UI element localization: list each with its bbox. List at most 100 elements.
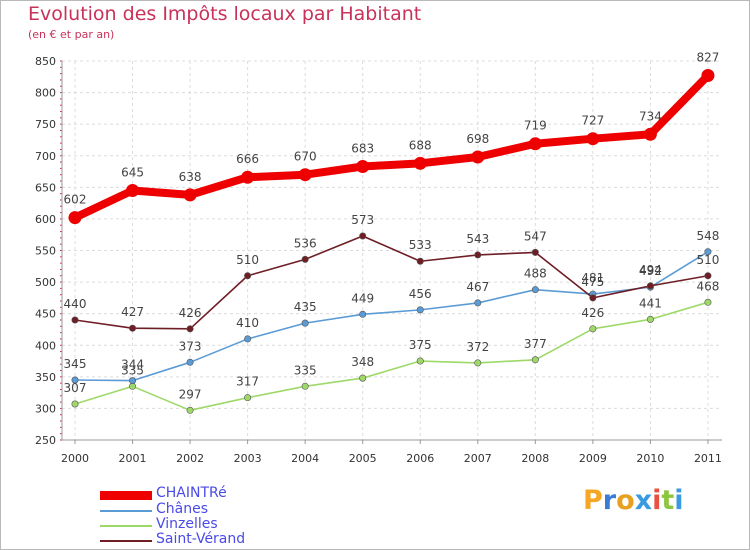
data-point	[126, 183, 140, 197]
data-label: 727	[581, 114, 604, 128]
data-label: 372	[466, 340, 489, 354]
legend-label-chaintre: CHAINTRé	[156, 485, 227, 501]
logo-letter: t	[661, 485, 675, 516]
data-label: 297	[179, 387, 202, 401]
data-point	[183, 188, 197, 202]
data-point	[704, 272, 712, 280]
data-point	[589, 325, 597, 333]
data-label: 348	[351, 355, 374, 369]
data-point	[359, 232, 367, 240]
data-label: 373	[179, 339, 202, 353]
grid	[62, 60, 722, 441]
data-point	[701, 69, 715, 83]
x-tick-label: 2011	[694, 452, 722, 465]
data-label: 456	[409, 287, 432, 301]
data-label: 683	[351, 141, 374, 155]
data-label: 449	[351, 291, 374, 305]
data-point	[704, 248, 712, 256]
x-tick-label: 2007	[464, 452, 492, 465]
x-tick-label: 2009	[579, 452, 607, 465]
data-point	[531, 356, 539, 364]
data-label: 734	[639, 109, 662, 123]
data-point	[68, 211, 82, 225]
data-point	[646, 315, 654, 323]
data-point	[359, 374, 367, 382]
data-label: 440	[64, 297, 87, 311]
data-label: 427	[121, 305, 144, 319]
data-label: 827	[696, 51, 719, 65]
data-label: 468	[696, 279, 719, 293]
x-tick-label: 2001	[119, 452, 147, 465]
data-label: 510	[236, 253, 259, 267]
data-point	[586, 132, 600, 146]
data-point	[244, 272, 252, 280]
logo-letter: i	[652, 485, 662, 516]
data-label: 335	[294, 363, 317, 377]
data-point	[359, 310, 367, 318]
data-label: 666	[236, 152, 259, 166]
data-label: 345	[64, 357, 87, 371]
chart-subtitle: (en € et par an)	[28, 28, 115, 41]
legend-swatch-saint-verand	[100, 540, 152, 542]
data-label: 467	[466, 280, 489, 294]
data-point	[301, 255, 309, 263]
data-point	[416, 257, 424, 265]
data-point	[71, 376, 79, 384]
data-point	[646, 282, 654, 290]
data-label: 547	[524, 229, 547, 243]
data-label: 377	[524, 337, 547, 351]
data-label: 410	[236, 316, 259, 330]
x-tick-label: 2000	[61, 452, 89, 465]
data-point	[416, 357, 424, 365]
y-tick-label: 250	[35, 434, 56, 447]
data-point	[416, 306, 424, 314]
logo-letter: P	[583, 485, 603, 516]
legend-swatch-chanes	[100, 510, 152, 512]
data-point	[71, 316, 79, 324]
data-point	[71, 400, 79, 408]
data-label: 441	[639, 296, 662, 310]
x-tick-label: 2008	[521, 452, 549, 465]
data-label: 688	[409, 138, 432, 152]
data-point	[244, 394, 252, 402]
legend-swatch-vinzelles	[100, 525, 152, 527]
data-point	[474, 359, 482, 367]
y-tick-label: 450	[35, 308, 56, 321]
data-label: 481	[581, 271, 604, 285]
data-point	[301, 319, 309, 327]
x-tick-label: 2005	[349, 452, 377, 465]
data-label: 475	[581, 275, 604, 289]
data-label: 335	[121, 363, 144, 377]
data-point	[186, 406, 194, 414]
y-tick-label: 750	[35, 118, 56, 131]
series-line	[74, 250, 709, 382]
series-layer	[68, 69, 715, 414]
data-label: 488	[524, 267, 547, 281]
data-point	[129, 377, 137, 385]
y-tick-label: 500	[35, 276, 56, 289]
data-label: 536	[294, 236, 317, 250]
y-tick-label: 350	[35, 371, 56, 384]
x-tick-label: 2010	[636, 452, 664, 465]
y-tick-label: 850	[35, 55, 56, 68]
data-point	[413, 156, 427, 170]
y-tick-label: 550	[35, 245, 56, 258]
axes: 250 300 350 400 450 500 550 600 650 700 750 800 850 2…	[35, 55, 722, 465]
data-label: 543	[466, 232, 489, 246]
data-label: 435	[294, 300, 317, 314]
data-label: 548	[696, 229, 719, 243]
data-label: 510	[696, 253, 719, 267]
logo-letter: r	[602, 485, 617, 516]
y-tick-label: 600	[35, 213, 56, 226]
data-label: 317	[236, 375, 259, 389]
data-label: 533	[409, 238, 432, 252]
data-label: 375	[409, 338, 432, 352]
legend-label-vinzelles: Vinzelles	[156, 516, 218, 532]
data-point	[186, 325, 194, 333]
data-point	[589, 294, 597, 302]
legend-label-saint-verand: Saint-Vérand	[156, 531, 246, 547]
data-point	[474, 251, 482, 259]
data-point	[241, 170, 255, 184]
y-tick-label: 300	[35, 402, 56, 415]
series-line	[74, 301, 709, 412]
